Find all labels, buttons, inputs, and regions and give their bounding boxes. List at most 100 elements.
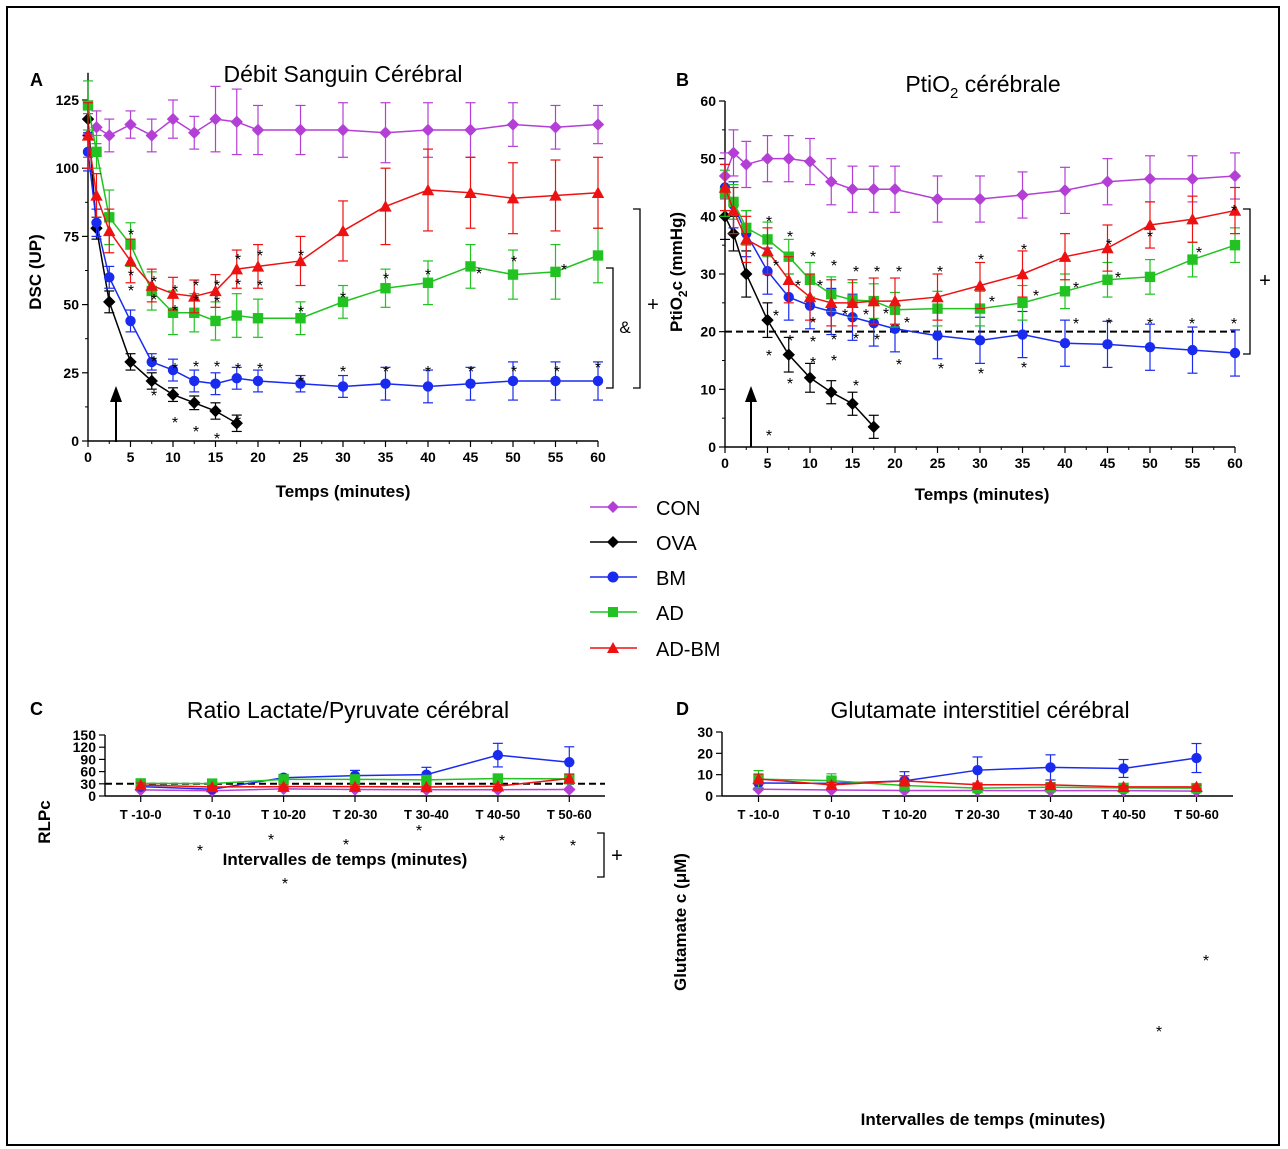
data-point (761, 313, 774, 327)
panel-b-plot: 0 10 20 30 40 50 60 0 5 10 15 20 25 30 35 40 45 50 55 60 (700, 93, 1243, 471)
significance-star: * (831, 258, 837, 275)
panel-a-xtick-label: 15 (208, 449, 224, 465)
data-point (188, 290, 201, 302)
significance-star: * (1203, 953, 1209, 970)
panel-b-xtick-label: 45 (1100, 455, 1116, 471)
legend-label-ad: AD (656, 603, 684, 625)
significance-star: * (874, 264, 880, 281)
series-line (87, 119, 238, 424)
data-point (294, 123, 307, 137)
data-point (277, 780, 290, 792)
significance-star: * (193, 293, 199, 310)
significance-star: * (1147, 316, 1153, 333)
panel-d-ytick-label: 10 (697, 767, 713, 783)
panel-a-series-con (81, 85, 605, 164)
data-point (125, 315, 136, 327)
panel-d-title: Glutamate interstitiel cérébral (830, 697, 1129, 723)
significance-star: * (511, 254, 517, 271)
data-point (1144, 271, 1156, 283)
significance-star: * (476, 266, 482, 283)
panel-b-xtick-label: 35 (1015, 455, 1031, 471)
data-point (549, 189, 562, 201)
panel-a-xtick-label: 25 (293, 449, 309, 465)
data-point (1059, 286, 1071, 297)
data-point (506, 192, 520, 204)
significance-star: * (874, 332, 880, 349)
data-point (1229, 239, 1241, 251)
data-point (146, 356, 157, 368)
significance-star: * (787, 229, 793, 246)
panel-b-xtick-label: 20 (887, 455, 903, 471)
data-point (209, 404, 222, 418)
panel-a-ytick-label: 100 (56, 160, 80, 176)
panel-a-series-bm (82, 132, 604, 404)
significance-star: * (1196, 245, 1202, 262)
significance-star: * (810, 355, 816, 372)
panel-a-xtick-label: 50 (505, 449, 521, 465)
significance-star: * (1147, 229, 1153, 246)
significance-star: * (193, 278, 199, 295)
significance-star: * (235, 414, 241, 431)
data-point (348, 780, 362, 792)
significance-star: * (197, 843, 203, 860)
panel-c-ytick-label: 150 (73, 727, 97, 743)
panel-a-bracket-amp (606, 267, 614, 389)
significance-star: * (773, 308, 779, 325)
panel-c-series-ad-bm (134, 772, 576, 793)
legend-label-ad-bm: AD-BM (656, 639, 720, 661)
significance-star: * (172, 361, 178, 378)
data-point (380, 283, 391, 294)
legend-item-con: CON (590, 498, 700, 520)
panel-b-ytick-label: 40 (700, 208, 716, 224)
panel-c-xtick-label: T 50-60 (547, 807, 592, 822)
significance-star: * (343, 837, 349, 854)
panel-d-ytick-label: 0 (705, 788, 713, 804)
significance-star: * (795, 278, 801, 295)
data-point (210, 315, 221, 327)
significance-star: * (1115, 270, 1121, 287)
significance-star: * (1106, 316, 1112, 333)
panel-c-letter: C (30, 699, 43, 719)
significance-star: * (853, 378, 859, 395)
significance-star: * (151, 292, 157, 309)
panel-c-xtick-label: T 30-40 (404, 807, 449, 822)
data-point (251, 123, 265, 137)
data-point (740, 158, 753, 171)
data-point (188, 126, 201, 139)
significance-star: * (810, 334, 816, 351)
panel-d-xtick-label: T 30-40 (1028, 807, 1073, 822)
data-point (145, 374, 158, 388)
data-point (166, 287, 180, 299)
data-point (492, 749, 504, 761)
data-point (380, 378, 391, 389)
panel-c-ytick-label: 30 (80, 776, 96, 792)
panel-b-ytick-label: 10 (700, 381, 716, 397)
panel-d-xtick-label: T 20-30 (955, 807, 1000, 822)
data-point (974, 335, 986, 346)
panel-c-ylabel: RLPc (35, 800, 54, 843)
panel-a-ytick-label: 25 (63, 365, 79, 381)
panel-d-xlabel: Intervalles de temps (minutes) (861, 1110, 1106, 1129)
significance-star: * (172, 415, 178, 432)
panel-b-ytick-label: 60 (700, 93, 716, 109)
significance-star: * (128, 268, 134, 285)
data-point (336, 123, 350, 137)
data-point (167, 364, 179, 376)
data-point (825, 386, 838, 399)
data-point (591, 186, 605, 198)
significance-star: * (1156, 1024, 1162, 1041)
data-point (973, 279, 987, 291)
data-point (231, 373, 242, 384)
data-point (740, 233, 753, 245)
significance-star: * (1073, 280, 1079, 297)
data-point (422, 277, 434, 288)
panel-a-xtick-label: 60 (590, 449, 606, 465)
data-point (727, 204, 740, 216)
significance-star: * (810, 315, 816, 332)
panel-c-xtick-label: T 20-30 (333, 807, 378, 822)
data-point (889, 323, 901, 334)
data-point (564, 757, 575, 768)
data-point (1017, 297, 1028, 309)
panel-b-xtick-label: 55 (1185, 455, 1201, 471)
data-point (898, 774, 911, 787)
